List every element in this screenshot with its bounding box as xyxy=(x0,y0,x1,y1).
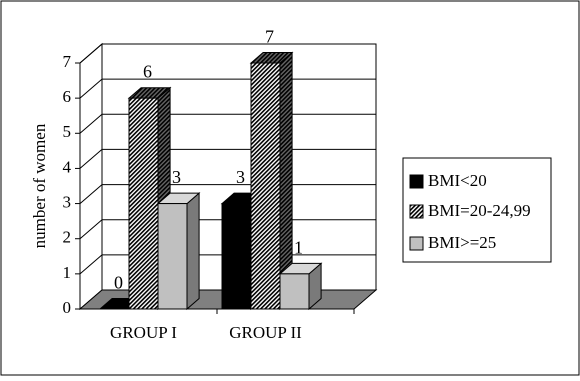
bar xyxy=(157,203,188,310)
y-axis: 0 1 2 3 4 5 6 7 xyxy=(63,52,354,317)
gridline-side xyxy=(79,78,103,99)
data-labels: 0 6 3 3 7 1 xyxy=(114,27,303,293)
y-tick-label: 0 xyxy=(63,298,72,317)
data-label: 1 xyxy=(294,237,303,257)
legend-label: BMI>=25 xyxy=(428,233,496,252)
bar xyxy=(279,273,310,310)
x-category-label: GROUP I xyxy=(110,323,177,342)
data-label: 3 xyxy=(236,167,245,187)
bar xyxy=(250,62,281,310)
data-label: 7 xyxy=(265,27,274,47)
y-axis-label: number of women xyxy=(30,123,49,248)
data-label: 6 xyxy=(143,62,152,82)
gridline-side xyxy=(79,254,103,275)
legend-swatch xyxy=(409,236,424,251)
y-tick-label: 3 xyxy=(63,192,72,211)
bar-side xyxy=(186,192,200,311)
legend-box xyxy=(402,157,552,263)
y-tick-label: 6 xyxy=(63,87,72,106)
y-tick-label: 4 xyxy=(63,157,72,176)
y-tick-label: 5 xyxy=(63,122,72,141)
legend-label: BMI=20-24,99 xyxy=(428,201,531,220)
y-tick-label: 7 xyxy=(63,52,72,71)
data-label: 3 xyxy=(172,167,181,187)
side-wall xyxy=(79,42,103,311)
bar xyxy=(128,97,159,310)
gridline-side xyxy=(79,149,103,169)
gridline-side xyxy=(79,113,103,134)
legend-label: BMI<20 xyxy=(428,171,487,190)
gridline-side xyxy=(79,184,103,204)
gridline-side xyxy=(79,43,103,64)
bars xyxy=(98,51,323,311)
legend-swatch xyxy=(409,174,424,189)
x-category-label: GROUP II xyxy=(229,323,302,342)
legend-swatch xyxy=(409,204,424,219)
y-tick-label: 1 xyxy=(63,263,72,282)
y-tick-label: 2 xyxy=(63,228,72,247)
gridline-side xyxy=(79,219,103,240)
legend: BMI<20 BMI=20-24,99 BMI>=25 xyxy=(402,157,552,263)
data-label: 0 xyxy=(114,273,123,293)
x-axis-categories: GROUP I GROUP II xyxy=(110,309,355,342)
bar xyxy=(221,203,252,310)
